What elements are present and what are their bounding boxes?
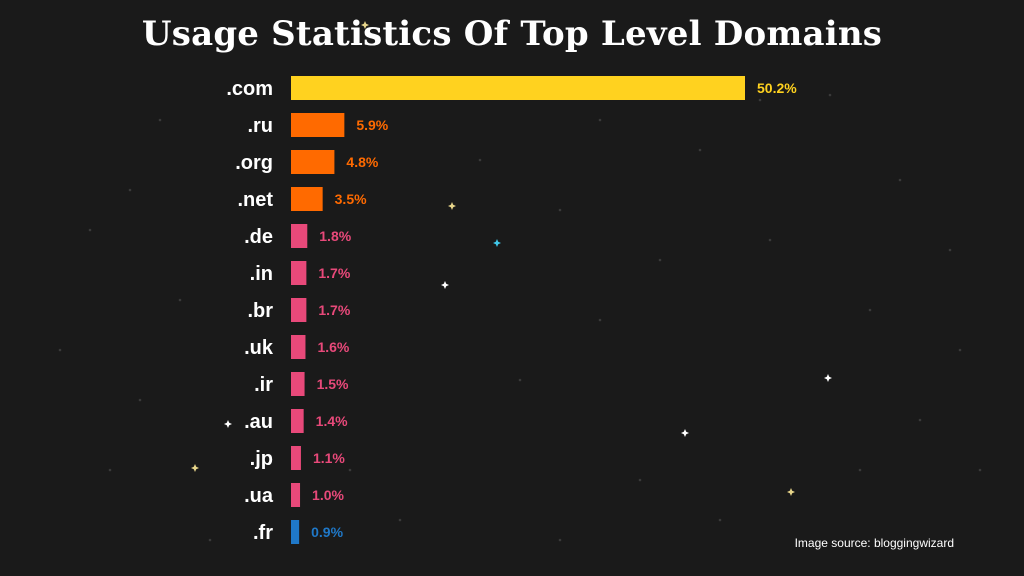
bar	[291, 187, 323, 211]
bar	[291, 298, 307, 322]
category-label: .de	[244, 226, 273, 248]
background-dot	[858, 468, 862, 472]
background-dot	[348, 468, 352, 472]
background-dot	[88, 228, 92, 232]
category-label: .jp	[250, 448, 273, 470]
category-label: .ir	[254, 374, 273, 396]
value-label: 1.5%	[317, 376, 349, 392]
bar	[291, 224, 308, 248]
value-label: 1.8%	[319, 228, 351, 244]
sparkle-icon	[824, 374, 832, 382]
sparkle-icon	[493, 239, 501, 247]
background-dot	[138, 398, 142, 402]
category-label: .fr	[253, 522, 273, 544]
background-dot	[478, 158, 482, 162]
category-label: .au	[244, 411, 273, 433]
bars-group: .com 50.2% .ru 5.9% .org 4.8% .net 3.5% .de 1.8%.…	[226, 76, 797, 544]
value-label: 0.9%	[311, 524, 343, 540]
background-dot	[158, 118, 162, 122]
background-dot	[978, 468, 982, 472]
background-dot	[208, 538, 212, 542]
background-dot	[948, 248, 952, 252]
value-label: 1.7%	[318, 265, 350, 281]
background-dot	[558, 538, 562, 542]
bar	[291, 113, 345, 137]
bar	[291, 76, 745, 100]
background-dot	[658, 258, 662, 262]
background-dot	[768, 238, 772, 242]
category-label: .org	[235, 152, 273, 174]
category-label: .net	[237, 189, 273, 211]
value-label: 50.2%	[757, 80, 797, 96]
background-dot	[598, 318, 602, 322]
sparkle-icon	[681, 429, 689, 437]
bar	[291, 150, 335, 174]
sparkle-icon	[191, 464, 199, 472]
bar	[291, 409, 304, 433]
bar	[291, 335, 306, 359]
bar	[291, 372, 305, 396]
chart-title: Usage Statistics Of Top Level Domains	[141, 14, 883, 54]
sparkle-icon	[787, 488, 795, 496]
background-dot	[958, 348, 962, 352]
value-label: 1.4%	[316, 413, 348, 429]
bar	[291, 446, 301, 470]
background-dot	[898, 178, 902, 182]
bar	[291, 520, 300, 544]
background-dot	[178, 298, 182, 302]
sparkle-icon	[448, 202, 456, 210]
image-source-caption: Image source: bloggingwizard	[794, 536, 954, 550]
sparkle-icon	[361, 21, 369, 29]
background-dot	[718, 518, 722, 522]
background-dot	[58, 348, 62, 352]
background-dot	[698, 148, 702, 152]
category-label: .uk	[244, 337, 274, 359]
background-dot	[828, 93, 832, 97]
background-dot	[918, 418, 922, 422]
category-label: .ru	[247, 115, 273, 137]
value-label: 4.8%	[346, 154, 378, 170]
background-dot	[128, 188, 132, 192]
value-label: 1.0%	[312, 487, 344, 503]
value-label: 1.6%	[317, 339, 349, 355]
background-dot	[518, 378, 522, 382]
sparkle-icon	[224, 420, 232, 428]
value-label: 1.1%	[313, 450, 345, 466]
sparkle-icon	[441, 281, 449, 289]
background-dot	[108, 468, 112, 472]
category-label: .br	[247, 300, 273, 322]
background-dot	[598, 118, 602, 122]
value-label: 1.7%	[318, 302, 350, 318]
background-dot	[398, 518, 402, 522]
category-label: .ua	[244, 485, 274, 507]
category-label: .in	[250, 263, 273, 285]
bar	[291, 261, 307, 285]
value-label: 5.9%	[356, 117, 388, 133]
value-label: 3.5%	[335, 191, 367, 207]
background-dot	[638, 478, 642, 482]
background-dot	[758, 98, 762, 102]
bar	[291, 483, 301, 507]
star-decorations	[58, 21, 982, 542]
background-dot	[868, 308, 872, 312]
category-label: .com	[226, 78, 273, 100]
background-dot	[558, 208, 562, 212]
